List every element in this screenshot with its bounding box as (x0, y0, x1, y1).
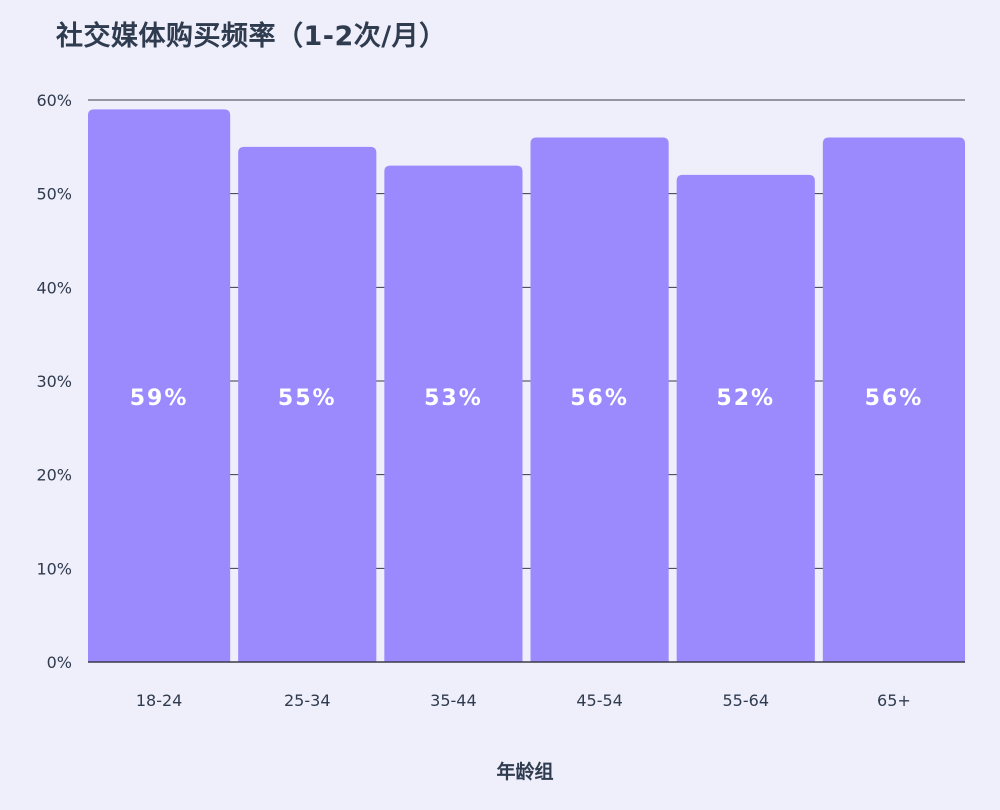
bar-data-label: 53% (424, 386, 483, 411)
bar-18-24 (88, 109, 231, 662)
x-tick-label: 65+ (877, 691, 911, 710)
bar-35-44 (384, 165, 523, 663)
x-tick-label: 55-64 (723, 691, 770, 710)
bar-data-label: 55% (278, 386, 337, 411)
bars (88, 109, 965, 663)
y-tick-label: 30% (36, 372, 72, 391)
x-tick-label: 45-54 (576, 691, 623, 710)
chart-title: 社交媒体购买频率（1-2次/月） (56, 21, 447, 52)
bar-55-64 (676, 174, 815, 662)
y-tick-label: 0% (47, 653, 72, 672)
bar-45-54 (530, 137, 669, 662)
x-axis-label: 年龄组 (496, 761, 554, 783)
y-axis-ticks: 0% 10% 20% 30% 40% 50% 60% (36, 91, 72, 672)
y-tick-label: 20% (36, 466, 72, 485)
x-tick-label: 25-34 (284, 691, 331, 710)
y-tick-label: 40% (36, 278, 72, 297)
x-tick-label: 18-24 (136, 691, 183, 710)
bar-data-label: 52% (716, 386, 775, 411)
bar-25-34 (238, 146, 377, 663)
y-tick-label: 50% (36, 185, 72, 204)
bar-data-label: 56% (570, 386, 629, 411)
y-tick-label: 60% (36, 91, 72, 110)
bar-data-label: 59% (130, 386, 189, 411)
bar-data-labels: 59% 55% 53% 56% 52% 56% (130, 386, 924, 411)
y-tick-label: 10% (36, 559, 72, 578)
x-axis-ticks: 18-24 25-34 35-44 45-54 55-64 65+ (88, 661, 965, 710)
bar-data-label: 56% (865, 386, 924, 411)
x-tick-label: 35-44 (430, 691, 477, 710)
bar-65+ (822, 137, 965, 662)
